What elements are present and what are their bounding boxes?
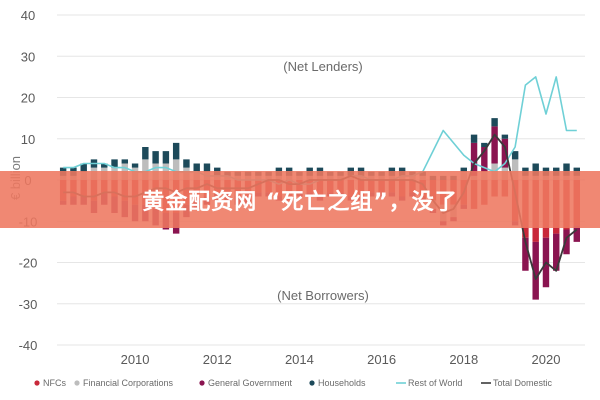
legend-label-row: Rest of World: [408, 378, 462, 388]
bar-households: [142, 147, 149, 160]
bar-households: [121, 159, 129, 164]
x-tick-label: 2012: [203, 352, 232, 367]
legend-marker-nfcs: [34, 380, 40, 386]
bar-government: [553, 233, 560, 271]
bar-households: [563, 163, 570, 176]
legend-label-households: Households: [318, 378, 366, 388]
bar-households: [162, 151, 170, 164]
bar-government: [481, 147, 488, 172]
bar-households: [111, 159, 118, 168]
bar-households: [193, 163, 200, 172]
y-tick-label: -40: [19, 338, 38, 353]
legend-marker-financial: [74, 380, 80, 386]
bar-households: [203, 163, 211, 172]
legend-marker-government: [199, 380, 205, 386]
bar-households: [101, 163, 108, 168]
bar-government: [501, 138, 509, 168]
y-tick-label: -20: [19, 256, 38, 271]
x-tick-label: 2016: [367, 352, 396, 367]
x-tick-label: 2014: [285, 352, 314, 367]
annotation-net-lenders: (Net Lenders): [283, 59, 362, 74]
bar-households: [131, 163, 139, 168]
bar-households: [532, 163, 539, 176]
bar-households: [511, 151, 519, 160]
y-tick-label: 40: [21, 8, 35, 23]
title-banner: 黄金配资网 “死亡之组”，没了: [0, 171, 600, 228]
x-tick-label: 2018: [449, 352, 478, 367]
bar-government: [470, 142, 478, 176]
legend-label-government: General Government: [208, 378, 293, 388]
legend-label-financial: Financial Corporations: [83, 378, 174, 388]
x-axis: 2010 2012 2014 2016 2018 2020: [121, 352, 561, 367]
bar-financial: [142, 159, 149, 180]
bar-households: [481, 142, 488, 147]
y-tick-label: 10: [21, 132, 35, 147]
bar-households: [183, 159, 190, 168]
bar-households: [460, 167, 467, 172]
bar-financial: [511, 159, 519, 180]
bar-households: [491, 118, 498, 127]
annotation-net-borrowers: (Net Borrowers): [277, 288, 369, 303]
y-tick-label: 20: [21, 91, 35, 106]
legend-marker-households: [309, 380, 315, 386]
bar-households: [470, 134, 478, 143]
bar-government: [491, 126, 498, 164]
legend-label-nfcs: NFCs: [43, 378, 66, 388]
legend-label-total: Total Domestic: [493, 378, 553, 388]
bar-households: [501, 134, 509, 139]
y-tick-label: 30: [21, 49, 35, 64]
bar-government: [532, 241, 539, 300]
y-tick-label: -30: [19, 297, 38, 312]
bar-government: [573, 225, 580, 242]
bar-households: [172, 142, 180, 160]
bar-financial: [172, 159, 180, 180]
bar-households: [80, 163, 87, 172]
x-tick-label: 2020: [532, 352, 561, 367]
bar-government: [522, 237, 529, 271]
legend: NFCs Financial Corporations General Govern…: [34, 378, 553, 388]
bar-government: [563, 229, 570, 255]
bar-households: [152, 151, 159, 164]
x-tick-label: 2010: [121, 352, 150, 367]
banner-text: 黄金配资网 “死亡之组”，没了: [142, 189, 458, 215]
